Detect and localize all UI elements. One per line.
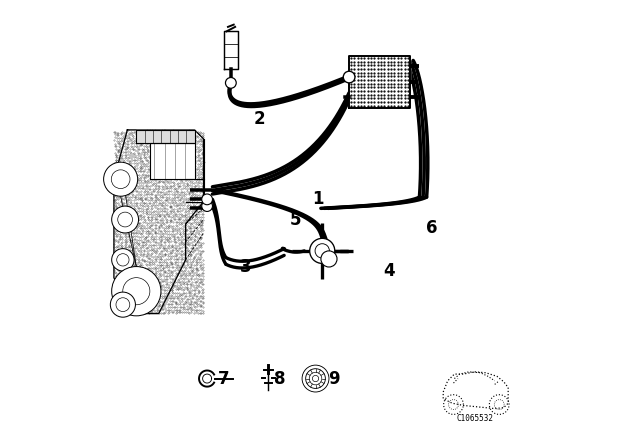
Circle shape: [309, 372, 322, 385]
Circle shape: [306, 369, 325, 388]
Polygon shape: [349, 56, 410, 108]
Circle shape: [310, 238, 335, 263]
Text: 9: 9: [328, 370, 339, 388]
Text: 5: 5: [290, 211, 301, 228]
Circle shape: [312, 375, 319, 382]
Circle shape: [111, 206, 138, 233]
Text: 8: 8: [274, 370, 285, 388]
Text: 1: 1: [312, 190, 323, 208]
Circle shape: [202, 201, 212, 211]
Circle shape: [321, 251, 337, 267]
Circle shape: [111, 249, 134, 271]
Text: 7: 7: [218, 370, 230, 388]
Polygon shape: [150, 143, 195, 179]
Text: 3: 3: [240, 258, 252, 276]
Polygon shape: [223, 31, 238, 69]
Circle shape: [110, 292, 136, 317]
Text: 2: 2: [253, 110, 266, 128]
Polygon shape: [114, 130, 204, 314]
Text: 6: 6: [426, 220, 438, 237]
Circle shape: [202, 194, 212, 205]
Circle shape: [225, 78, 236, 88]
Circle shape: [302, 365, 329, 392]
Polygon shape: [136, 130, 195, 143]
Circle shape: [111, 267, 161, 316]
Text: 4: 4: [383, 262, 396, 280]
Circle shape: [343, 71, 355, 83]
Circle shape: [104, 162, 138, 196]
Text: C1065532: C1065532: [456, 414, 493, 423]
